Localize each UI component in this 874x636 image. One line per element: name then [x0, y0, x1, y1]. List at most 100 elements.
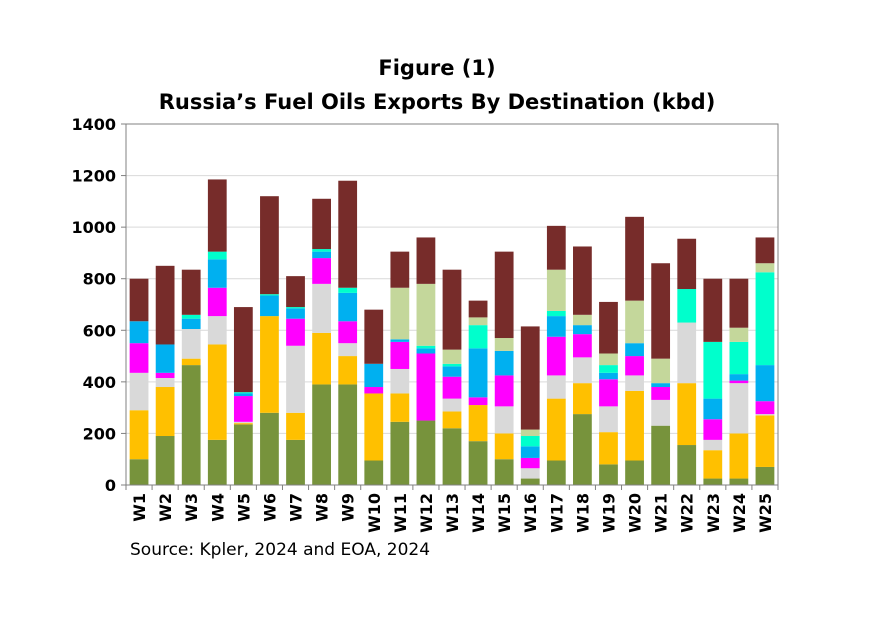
x-tick-label: W22 [678, 493, 697, 533]
bar-segment [207, 259, 227, 288]
bar-segment [129, 372, 149, 411]
bar-segment [520, 326, 540, 430]
bar-segment [625, 460, 644, 485]
x-tick-label: W12 [417, 493, 436, 533]
x-tick-label: W19 [599, 493, 618, 533]
bar-segment [286, 307, 305, 309]
x-tick-label: W25 [756, 493, 775, 533]
bar-segment [573, 334, 592, 358]
bar-segment [442, 376, 462, 399]
bar-segment [181, 358, 201, 366]
bar-segment [729, 383, 749, 434]
bar-segment [755, 365, 775, 402]
bar-segment [755, 415, 775, 467]
bar-segment [390, 368, 410, 394]
bar-segment [468, 441, 488, 485]
bar-segment [207, 179, 227, 252]
bar-segment [755, 466, 775, 485]
x-tick-label: W20 [626, 493, 645, 533]
x-tick-label: W16 [521, 493, 540, 533]
bar-segment [286, 308, 305, 319]
bar-segment [468, 300, 488, 318]
bar-segment [155, 372, 175, 378]
bar-segment [181, 365, 201, 485]
bar-segment [312, 249, 331, 252]
bar-segment [260, 316, 279, 413]
x-tick-label: W15 [495, 493, 514, 533]
y-tick-label: 200 [83, 424, 116, 443]
bar-segment [390, 339, 410, 342]
bar-segment [233, 393, 253, 397]
bar-segment [233, 392, 253, 394]
bar-segment [338, 292, 358, 322]
bar-segment [207, 344, 227, 440]
x-tick-label: W21 [652, 493, 671, 533]
bar-segment [599, 432, 618, 465]
y-tick-label: 1200 [71, 167, 116, 186]
bar-segment [233, 421, 253, 424]
bar-segment [260, 196, 279, 295]
bar-segment [677, 322, 697, 384]
bar-segment [677, 383, 697, 446]
x-tick-label: W14 [469, 493, 488, 533]
bar-segment [729, 433, 749, 479]
bar-segment [233, 424, 253, 485]
bar-segment [651, 425, 671, 485]
bar-segment [599, 406, 618, 433]
bar-segment [207, 287, 227, 317]
bar-segment [416, 353, 436, 421]
bar-segment [520, 457, 540, 469]
bar-segment [625, 300, 644, 344]
bar-segment [390, 287, 410, 340]
bar-segment [651, 383, 671, 388]
bar-segment [207, 439, 227, 485]
x-tick-label: W3 [182, 493, 201, 522]
chart-source-note: Source: Kpler, 2024 and EOA, 2024 [130, 540, 431, 560]
bar-segment [181, 318, 201, 329]
bar-segment [651, 358, 671, 384]
bar-segment [390, 421, 410, 485]
bar-segment [625, 356, 644, 376]
bar-segment [494, 251, 514, 339]
bar-segment [312, 258, 331, 284]
x-tick-label: W17 [547, 493, 566, 533]
x-tick-label: W4 [208, 493, 227, 522]
bar-segment [755, 237, 775, 264]
x-tick-label: W6 [260, 493, 279, 522]
x-tick-label: W9 [339, 493, 358, 522]
bar-segment [155, 265, 175, 345]
bar-segment [494, 338, 514, 351]
bar-segment [155, 377, 175, 388]
bar-segment [755, 272, 775, 366]
bar-segment [390, 251, 410, 288]
bar-segment [468, 325, 488, 349]
bar-segment [755, 414, 775, 416]
bar-segment [520, 446, 540, 458]
bar-segment [390, 341, 410, 369]
x-tick-label: W23 [704, 493, 723, 533]
bar-segment [494, 433, 514, 460]
bar-segment [729, 278, 749, 328]
bar-segment [416, 348, 436, 354]
bar-segment [494, 406, 514, 434]
bar-segment [338, 343, 358, 357]
bar-segment [338, 180, 358, 288]
bar-segment [703, 278, 723, 342]
bar-segment [207, 251, 227, 260]
bar-segment [625, 375, 644, 391]
bar-segment [677, 445, 697, 485]
bar-segment [155, 436, 175, 485]
bar-segment [468, 348, 488, 398]
bar-segment [181, 314, 201, 319]
bar-segment [468, 405, 488, 442]
bar-segment [442, 428, 462, 485]
y-tick-label: 1400 [71, 115, 116, 134]
bar-segment [703, 419, 723, 440]
bar-segment [338, 287, 358, 293]
bar-segment [651, 399, 671, 426]
bar-segment [703, 478, 723, 485]
bar-segment [546, 269, 566, 311]
bar-segment [416, 345, 436, 349]
bar-segment [442, 411, 462, 429]
bar-segment [416, 283, 436, 346]
